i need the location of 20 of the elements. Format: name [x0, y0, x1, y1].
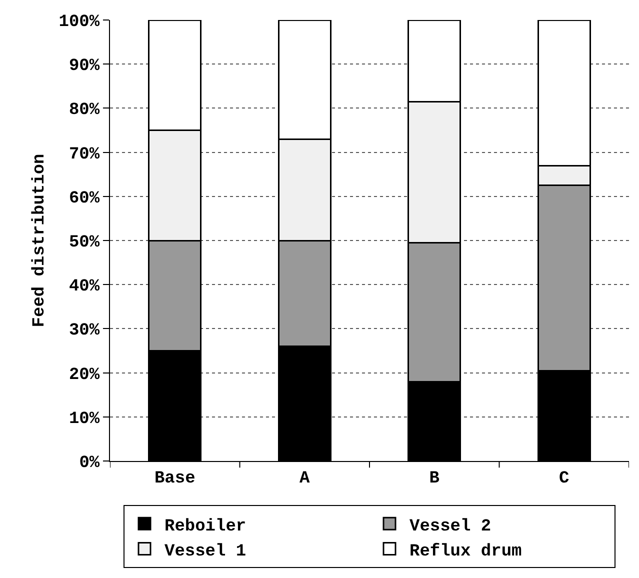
y-tick-label: 20%: [68, 366, 100, 385]
legend-label: Reboiler: [164, 517, 246, 536]
y-tick-label: 30%: [68, 322, 100, 341]
y-tick-label: 100%: [58, 12, 100, 32]
legend-label: Reflux drum: [410, 542, 522, 562]
x-tick-label: C: [559, 469, 570, 488]
x-tick-label: B: [429, 469, 440, 488]
y-axis-title: Feed distribution: [30, 154, 50, 328]
legend-label: Vessel 2: [410, 517, 492, 536]
y-tick-label: 50%: [68, 233, 100, 252]
y-tick-label: 40%: [68, 278, 100, 297]
y-tick-label: 80%: [68, 101, 100, 120]
x-tick-label: Base: [154, 469, 196, 488]
legend-label: Vessel 1: [164, 542, 246, 562]
y-tick-label: 0%: [79, 454, 100, 473]
y-tick-label: 10%: [68, 410, 100, 429]
y-tick-label: 60%: [68, 189, 100, 208]
x-tick-label: A: [300, 469, 311, 488]
y-tick-label: 90%: [68, 57, 100, 76]
y-tick-label: 70%: [68, 145, 100, 164]
